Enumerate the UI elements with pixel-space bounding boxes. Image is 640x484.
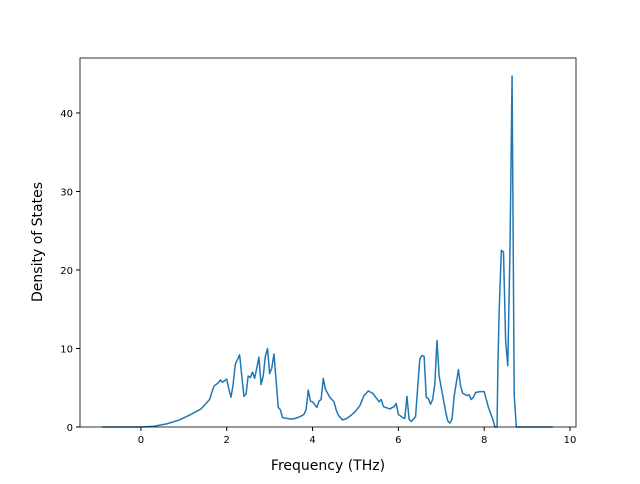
x-tick-label: 8 <box>481 435 487 446</box>
x-tick-label: 2 <box>224 435 230 446</box>
x-tick-label: 10 <box>564 435 577 446</box>
x-tick-label: 4 <box>309 435 315 446</box>
y-tick-label: 0 <box>67 423 73 434</box>
x-tick-label: 0 <box>138 435 144 446</box>
y-tick-label: 40 <box>60 109 73 120</box>
y-axis-label: Density of States <box>30 182 46 302</box>
plot-frame <box>79 57 577 428</box>
x-axis-label: Frequency (THz) <box>271 458 385 474</box>
y-tick-label: 10 <box>60 344 73 355</box>
line <box>102 75 553 428</box>
x-tick-label: 6 <box>395 435 401 446</box>
y-tick-label: 30 <box>60 187 73 198</box>
y-tick-label: 20 <box>60 266 73 277</box>
